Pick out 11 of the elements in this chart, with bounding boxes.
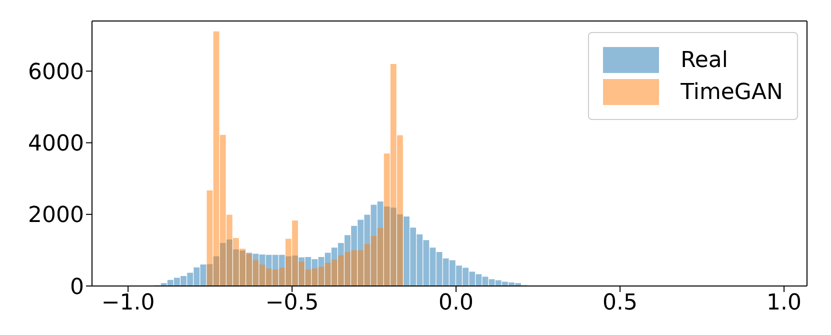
x-tick-label: 0.0 [438,290,474,316]
y-tick-label: 6000 [28,60,84,85]
x-tick-label: 0.5 [602,290,638,316]
y-tick-label: 2000 [28,203,84,228]
x-tick-label: −1.0 [101,290,155,316]
legend-label: TimeGAN [680,80,783,104]
x-tick-label: 1.0 [766,290,802,316]
y-tick-label: 4000 [28,132,84,157]
x-tick-label: −0.5 [265,290,319,316]
legend-label: Real [680,48,728,72]
y-tick-label: 0 [70,274,84,300]
